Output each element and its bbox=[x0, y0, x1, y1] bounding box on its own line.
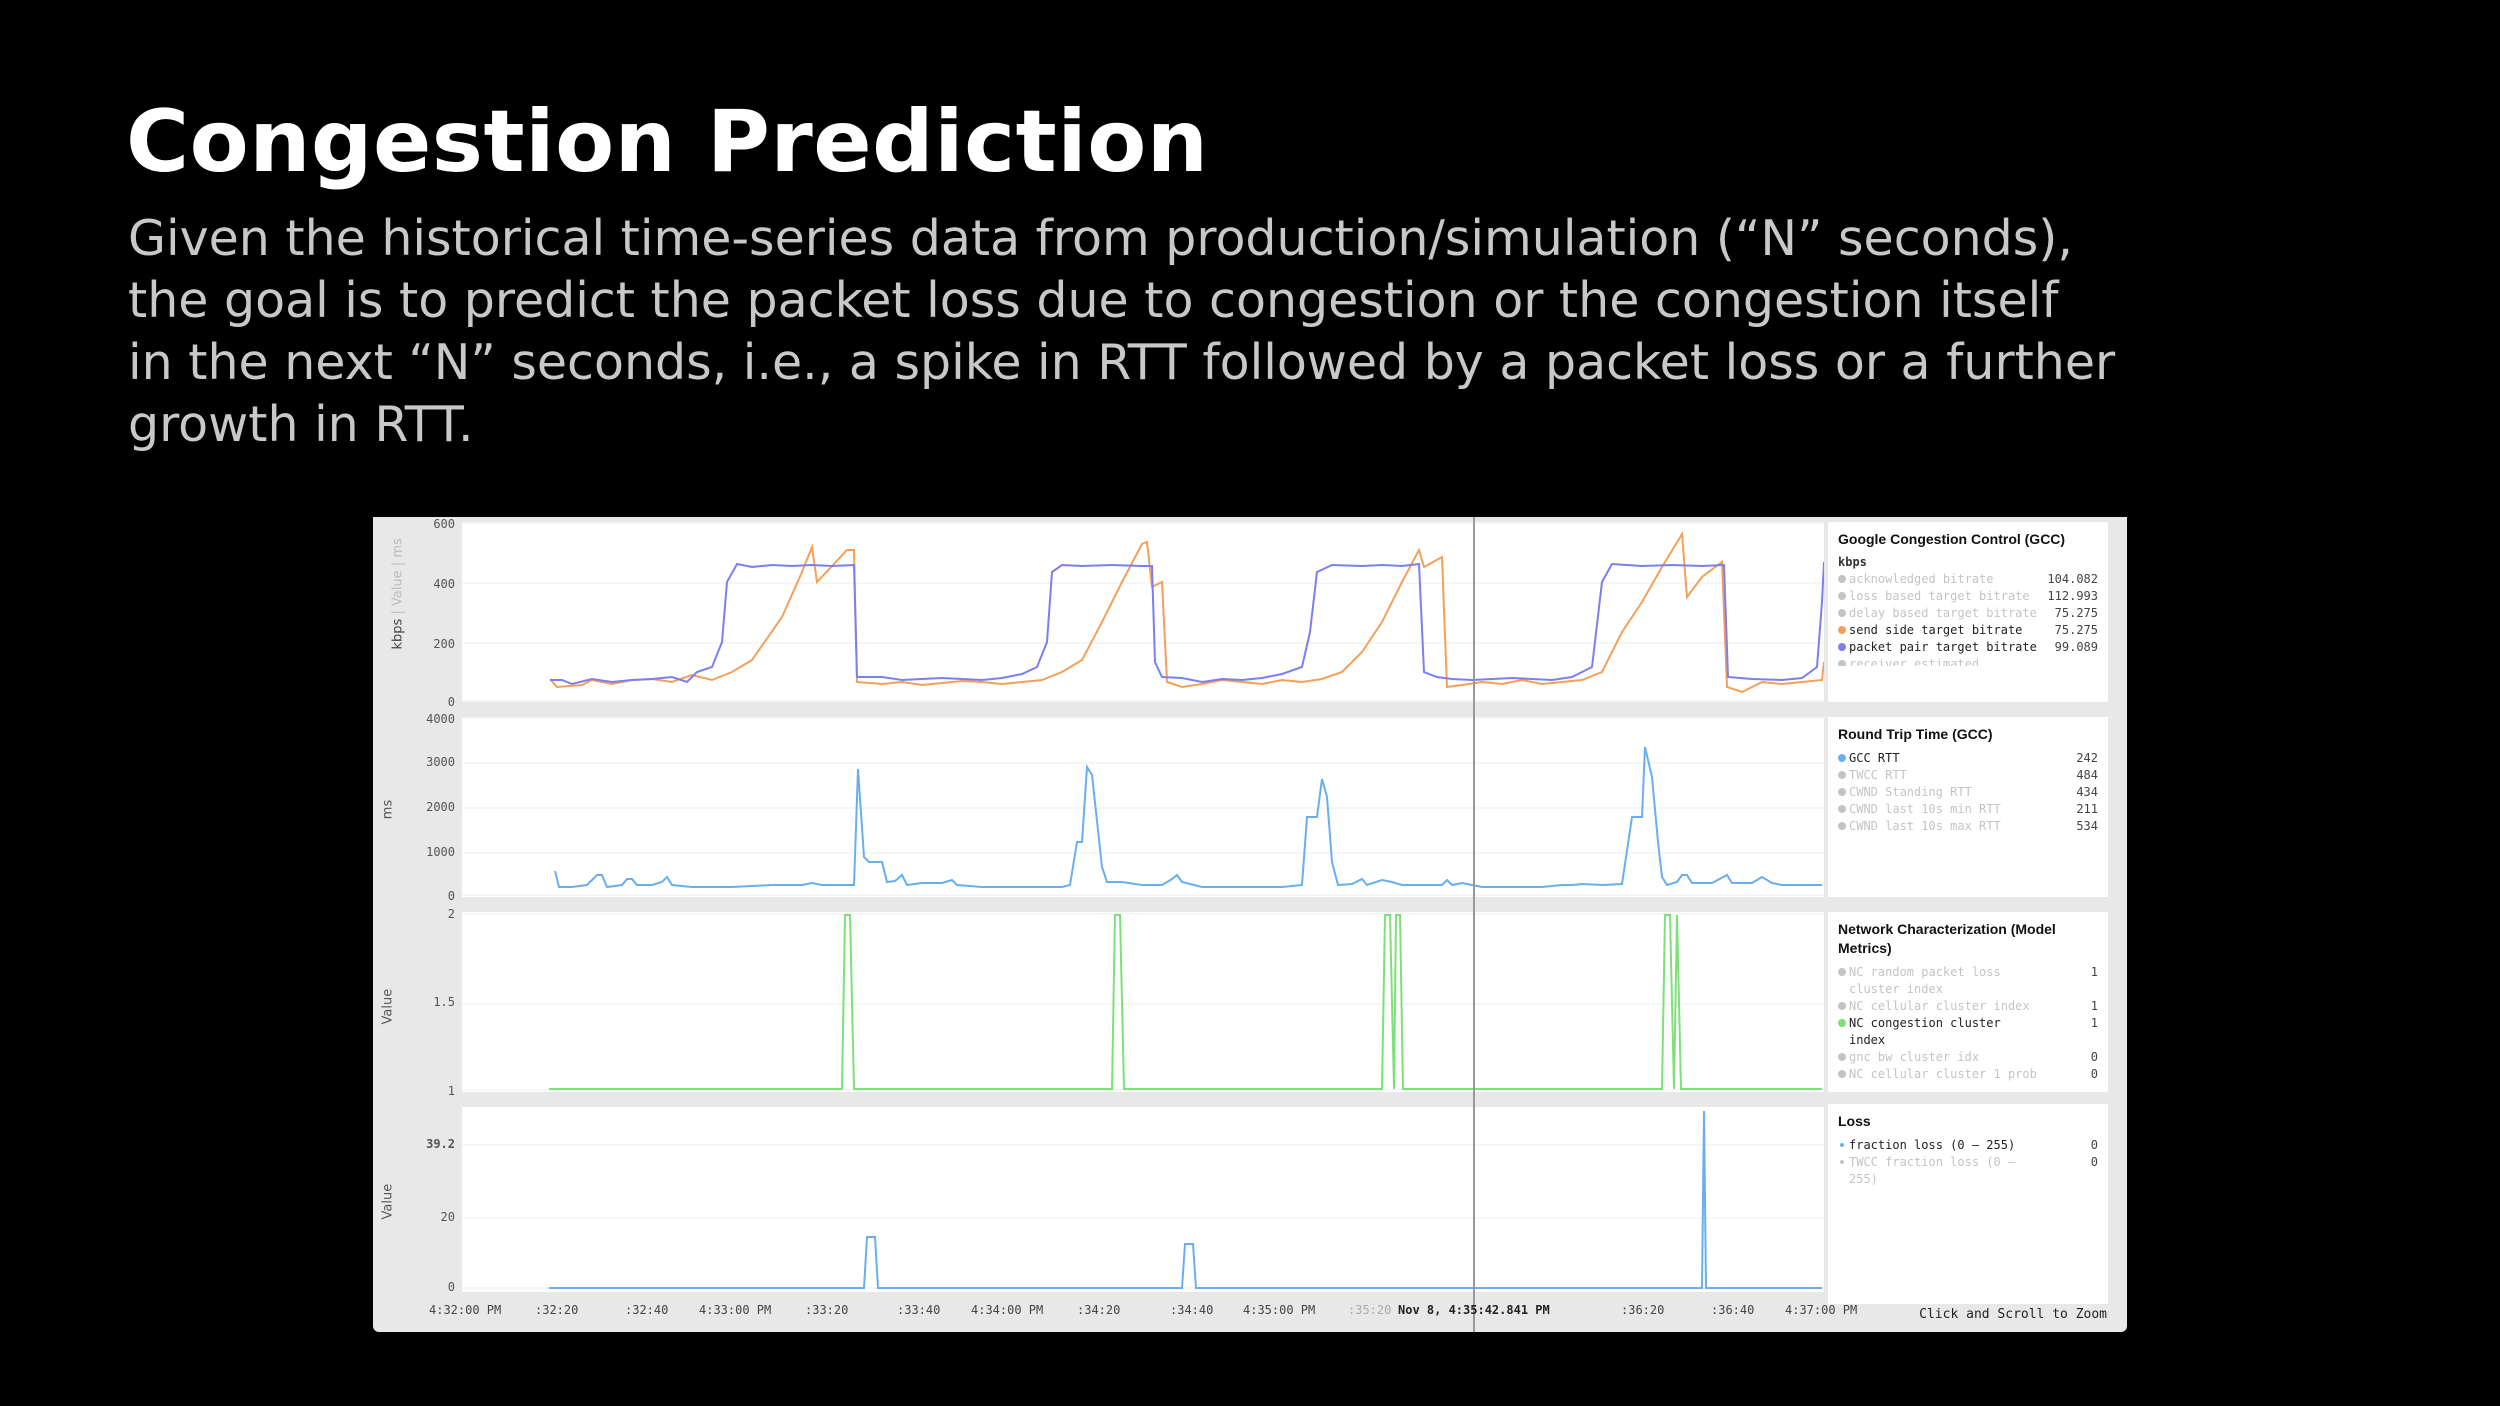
y-tick: 4000 bbox=[426, 712, 455, 726]
x-tick: :32:20 bbox=[535, 1303, 579, 1317]
network-characterization-chart[interactable]: Value 2 1.5 1 bbox=[373, 907, 2127, 1098]
series-dot-icon bbox=[1838, 788, 1846, 796]
y-tick: 0 bbox=[447, 1280, 455, 1294]
series-dot-icon bbox=[1840, 1160, 1844, 1164]
loss-chart[interactable]: Value 39.2 20 0 bbox=[373, 1102, 2127, 1297]
y-tick: 2 bbox=[447, 907, 455, 921]
y-tick: 39.2 bbox=[426, 1137, 455, 1151]
legend-item[interactable]: packet pair target bitrate 99.089 bbox=[1838, 639, 2098, 656]
legend-item[interactable]: gnc bw cluster idx 0 bbox=[1838, 1049, 2098, 1066]
x-tick: :36:40 bbox=[1711, 1303, 1755, 1317]
legend-item[interactable]: NC congestion cluster index 1 bbox=[1838, 1015, 2098, 1049]
series-dot-icon bbox=[1838, 1053, 1846, 1061]
packet-pair-target-bitrate-line bbox=[550, 561, 1824, 686]
x-tick: :33:20 bbox=[805, 1303, 849, 1317]
rtt-chart[interactable]: ms 4000 3000 2000 1000 0 bbox=[373, 712, 2127, 903]
legend-item[interactable]: loss based target bitrate 112.993 bbox=[1838, 588, 2098, 605]
legend-item[interactable]: CWND last 10s min RTT 211 bbox=[1838, 801, 2098, 818]
y-axis-label: kbps | Value | ms bbox=[390, 538, 406, 650]
legend-item[interactable]: CWND Standing RTT 434 bbox=[1838, 784, 2098, 801]
legend-item[interactable]: NC random packet loss cluster index 1 bbox=[1838, 964, 2098, 998]
gcc-plot-area[interactable] bbox=[462, 522, 1824, 702]
series-dot-icon bbox=[1838, 609, 1846, 617]
y-tick: 0 bbox=[447, 889, 455, 903]
y-tick: 20 bbox=[440, 1210, 455, 1224]
rtt-plot-area[interactable] bbox=[462, 717, 1824, 897]
y-tick: 1000 bbox=[426, 845, 455, 859]
series-dot-icon bbox=[1838, 1019, 1846, 1027]
legend-item[interactable]: fraction loss (0 – 255) 0 bbox=[1838, 1137, 2098, 1154]
series-dot-icon bbox=[1838, 822, 1846, 830]
legend-item[interactable]: NC cellular cluster 1 prob 0 bbox=[1838, 1066, 2098, 1083]
series-dot-icon bbox=[1838, 626, 1846, 634]
x-tick: :32:40 bbox=[625, 1303, 669, 1317]
y-tick: 200 bbox=[433, 637, 455, 651]
series-dot-icon bbox=[1838, 805, 1846, 813]
legend-item[interactable]: NC cellular cluster index 1 bbox=[1838, 998, 2098, 1015]
legend-item[interactable]: TWCC RTT 484 bbox=[1838, 767, 2098, 784]
legend-item[interactable]: send side target bitrate 75.275 bbox=[1838, 622, 2098, 639]
series-dot-icon bbox=[1838, 592, 1846, 600]
gcc-legend: Google Congestion Control (GCC) kbps ack… bbox=[1828, 522, 2108, 702]
legend-item[interactable]: TWCC fraction loss (0 – 255) 0 bbox=[1838, 1154, 2098, 1188]
series-dot-icon bbox=[1840, 1143, 1844, 1147]
y-tick: 400 bbox=[433, 577, 455, 591]
legend-item[interactable]: acknowledged bitrate 104.082 bbox=[1838, 571, 2098, 588]
body-line: growth in RTT. bbox=[128, 396, 474, 453]
y-tick: 3000 bbox=[426, 755, 455, 769]
slide-title: Congestion Prediction bbox=[126, 92, 1209, 192]
body-line: the goal is to predict the packet loss d… bbox=[128, 272, 2059, 329]
nc-congestion-cluster-index-line bbox=[549, 914, 1822, 1090]
rtt-legend: Round Trip Time (GCC) GCC RTT 242 TWCC RT… bbox=[1828, 717, 2108, 897]
x-tick: :35:20 bbox=[1348, 1303, 1392, 1317]
y-tick: 1.5 bbox=[433, 995, 455, 1009]
x-tick: 4:35:00 PM bbox=[1243, 1303, 1316, 1317]
legend-title: Network Characterization (Model Metrics) bbox=[1838, 921, 2056, 956]
legend-title: Loss bbox=[1838, 1113, 1871, 1129]
x-tick: 4:37:00 PM bbox=[1785, 1303, 1858, 1317]
zoom-hint: Click and Scroll to Zoom bbox=[1919, 1307, 2107, 1322]
series-dot-icon bbox=[1838, 771, 1846, 779]
series-dot-icon bbox=[1838, 1070, 1846, 1078]
y-tick: 600 bbox=[433, 517, 455, 531]
x-tick: :36:20 bbox=[1621, 1303, 1665, 1317]
y-tick: 2000 bbox=[426, 800, 455, 814]
loss-plot-area[interactable] bbox=[462, 1107, 1824, 1292]
legend-item[interactable]: CWND last 10s max RTT 534 bbox=[1838, 818, 2098, 835]
series-dot-icon bbox=[1838, 575, 1846, 583]
legend-item[interactable]: GCC RTT 242 bbox=[1838, 750, 2098, 767]
dashboard-screenshot: kbps | Value | ms 600 400 200 0 ms 4000 … bbox=[373, 517, 2127, 1332]
crosshair-line bbox=[1473, 517, 1475, 1332]
body-line: Given the historical time-series data fr… bbox=[128, 210, 2073, 267]
gcc-chart[interactable]: kbps | Value | ms 600 400 200 0 bbox=[373, 517, 2127, 709]
legend-title: Round Trip Time (GCC) bbox=[1838, 726, 1993, 742]
nc-plot-area[interactable] bbox=[462, 912, 1824, 1092]
x-tick: 4:32:00 PM bbox=[429, 1303, 502, 1317]
series-dot-icon bbox=[1838, 1002, 1846, 1010]
send-side-target-bitrate-line bbox=[549, 530, 1824, 694]
y-tick: 0 bbox=[447, 695, 455, 709]
slide-body: Given the historical time-series data fr… bbox=[128, 208, 2428, 456]
legend-unit: kbps bbox=[1838, 555, 1867, 569]
x-tick: :34:20 bbox=[1077, 1303, 1121, 1317]
x-tick: 4:34:00 PM bbox=[971, 1303, 1044, 1317]
y-tick: 1 bbox=[447, 1084, 455, 1098]
series-dot-icon bbox=[1838, 968, 1846, 976]
fraction-loss-line bbox=[549, 1110, 1822, 1289]
series-dot-icon bbox=[1838, 754, 1846, 762]
series-dot-icon bbox=[1838, 660, 1846, 666]
body-line: in the next “N” seconds, i.e., a spike i… bbox=[128, 334, 2116, 391]
legend-item[interactable]: delay based target bitrate 75.275 bbox=[1838, 605, 2098, 622]
loss-legend: Loss ▼ fraction loss (0 – 255)0 TWCC fra… bbox=[1828, 1104, 2108, 1304]
nc-legend: Network Characterization (Model Metrics)… bbox=[1828, 912, 2108, 1092]
x-tick: :34:40 bbox=[1170, 1303, 1214, 1317]
x-tick: 4:33:00 PM bbox=[699, 1303, 772, 1317]
legend-item[interactable]: receiver estimated bbox=[1838, 656, 2098, 666]
gcc-rtt-line bbox=[554, 746, 1822, 889]
series-dot-icon bbox=[1838, 643, 1846, 651]
crosshair-time-label: Nov 8, 4:35:42.841 PM bbox=[1398, 1303, 1550, 1317]
legend-title: Google Congestion Control (GCC) bbox=[1838, 531, 2066, 547]
x-tick: :33:40 bbox=[897, 1303, 941, 1317]
